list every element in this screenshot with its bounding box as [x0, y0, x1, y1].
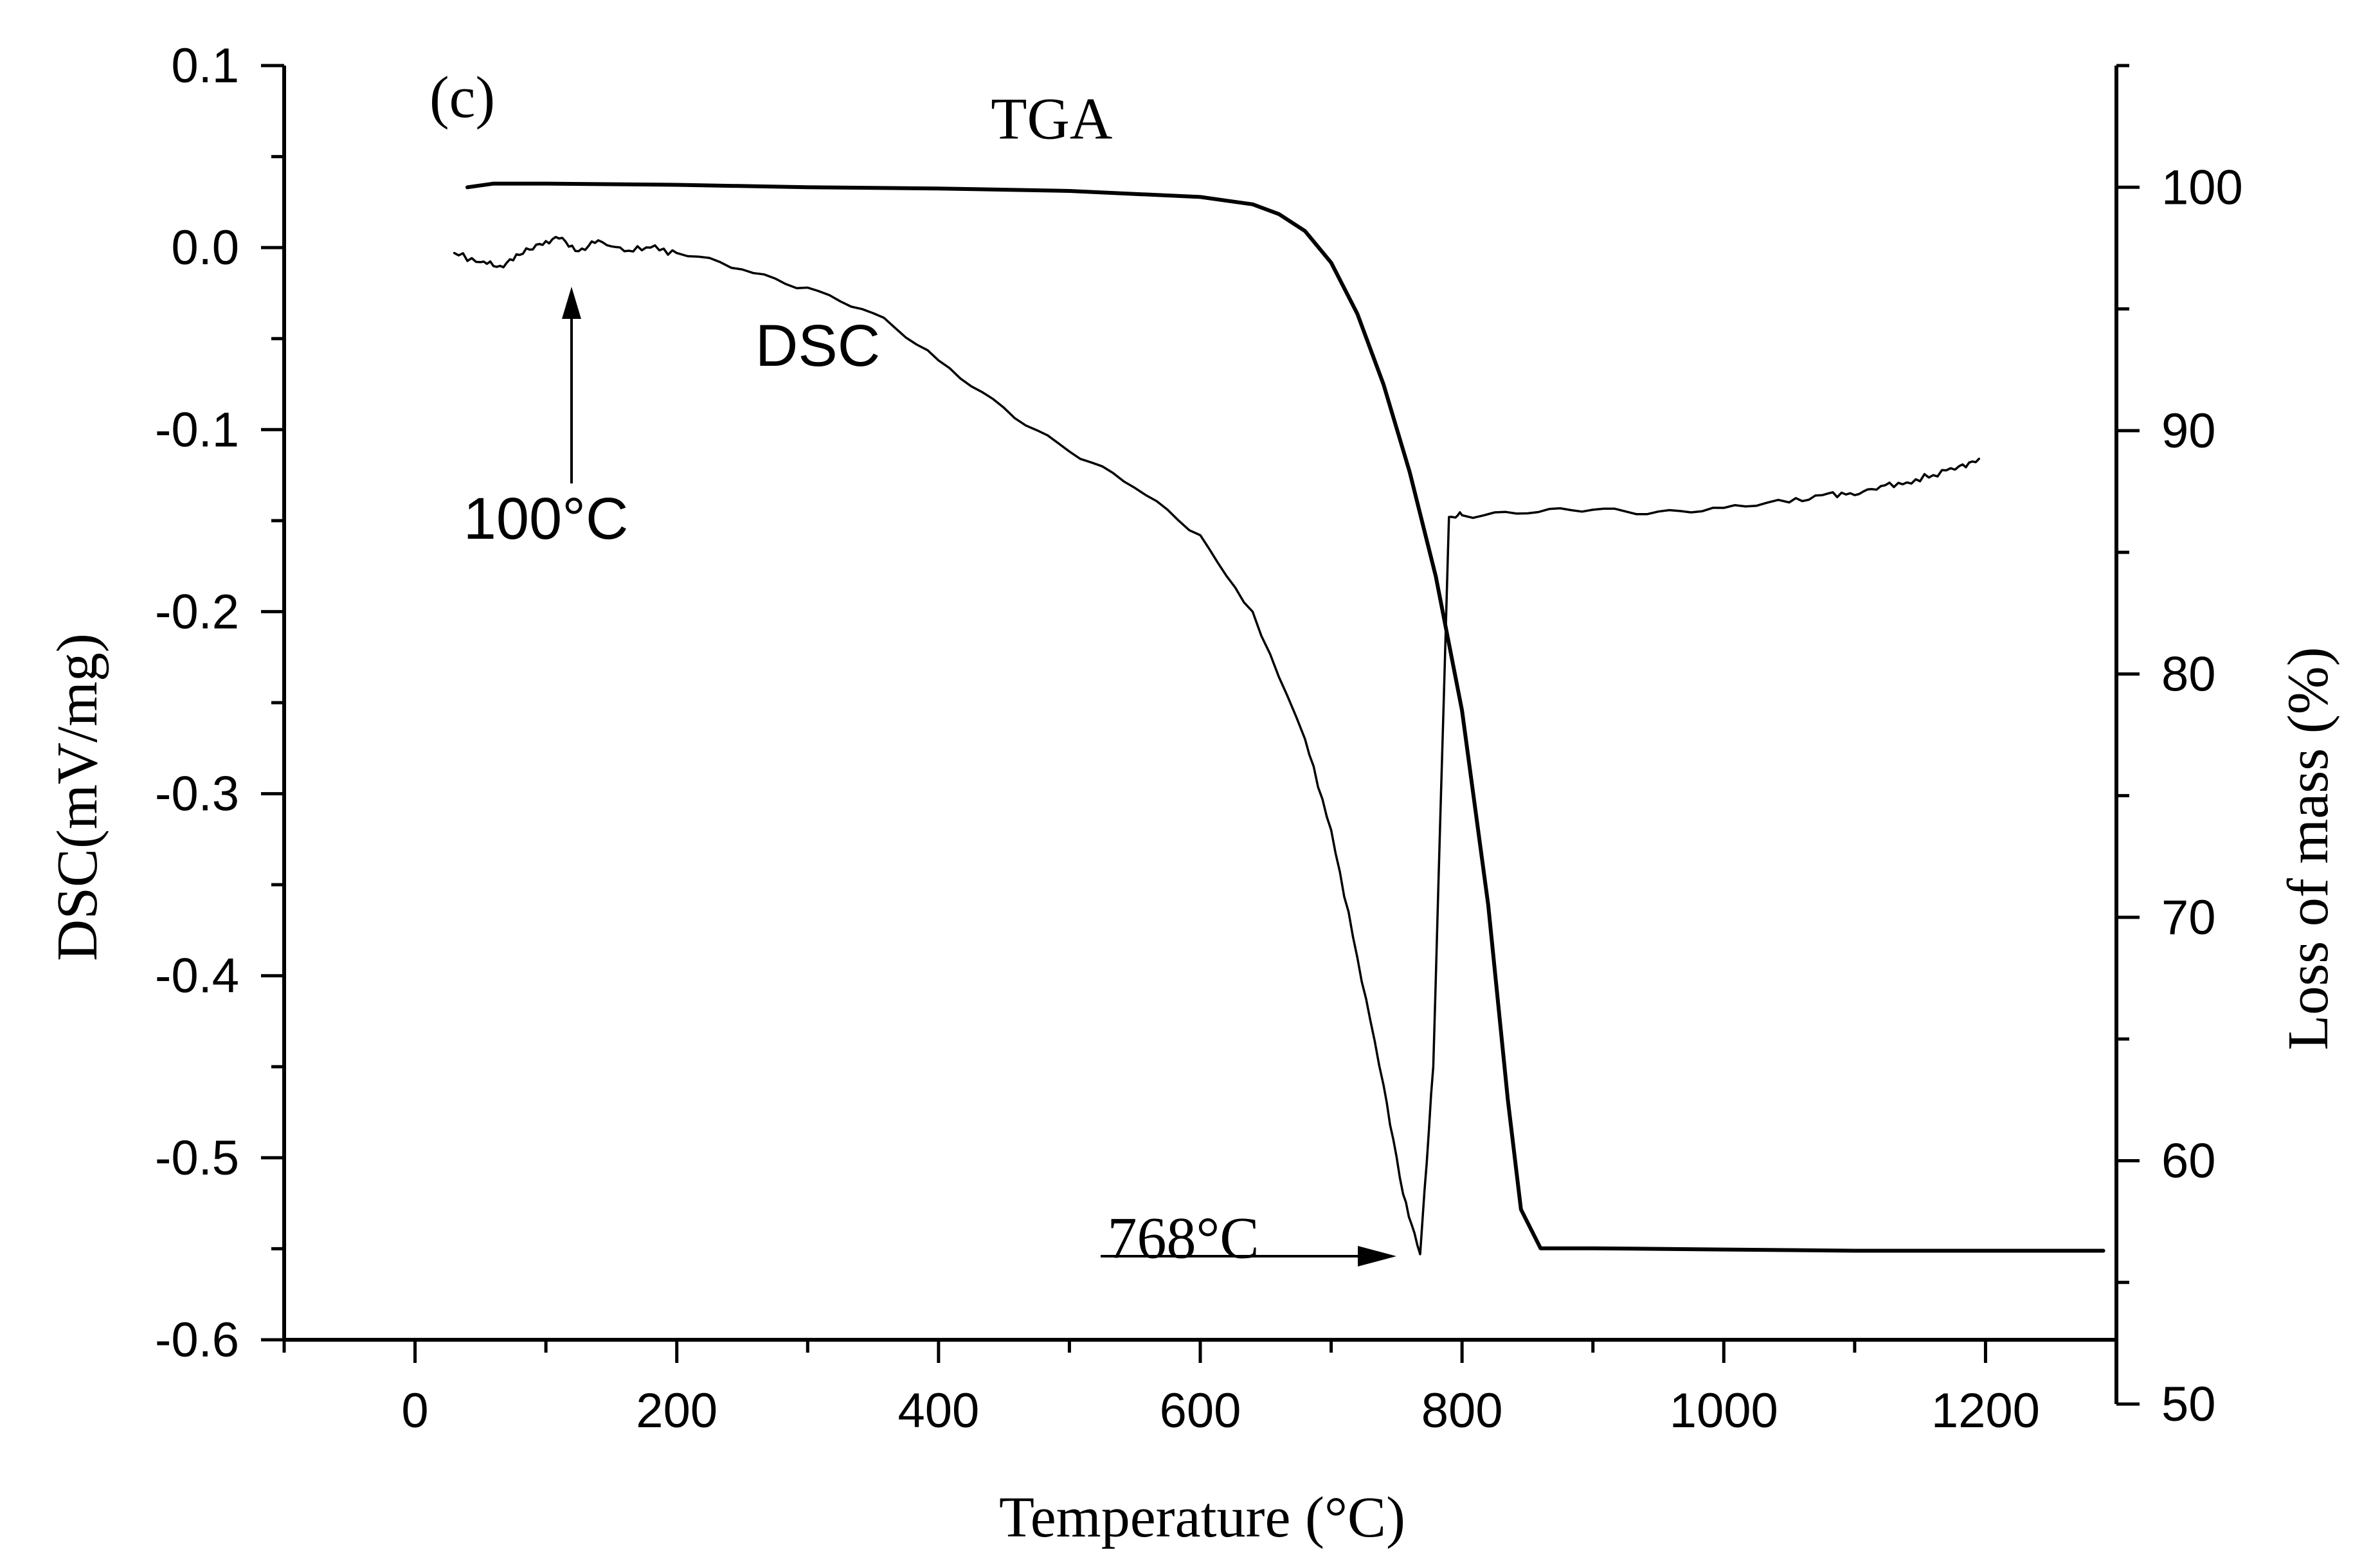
y-right-tick-label: 80	[2161, 647, 2216, 701]
tick-labels: 0 200 400 600 800 1000 1200 0.1 0.0 -0.1 -0.2 -0.3 -…	[155, 39, 2243, 1438]
x-tick-label: 1000	[1670, 1383, 1778, 1438]
y-left-tick-label: -0.3	[155, 767, 239, 822]
y-right-tick-label: 100	[2161, 160, 2243, 215]
x-axis-title: Temperature (°C)	[999, 1486, 1405, 1549]
right-y-axis-title: Loss of mass (%)	[2276, 647, 2340, 1050]
x-tick-label: 200	[636, 1383, 717, 1438]
y-left-tick-label: -0.1	[155, 402, 239, 457]
left-y-axis-title: DSC(mV/mg)	[46, 633, 109, 961]
y-right-tick-label: 90	[2161, 404, 2216, 458]
y-left-tick-label: -0.2	[155, 584, 239, 639]
x-tick-label: 0	[401, 1383, 428, 1438]
x-tick-label: 600	[1160, 1383, 1241, 1438]
dsc-series-line	[453, 235, 1981, 1256]
axis-ticks	[261, 64, 2140, 1406]
panel-label: (c)	[429, 64, 495, 130]
y-right-tick-label: 50	[2161, 1377, 2216, 1432]
arrow-768c-head	[1358, 1246, 1396, 1266]
y-left-tick-label: -0.4	[155, 949, 239, 1004]
x-tick-label: 1200	[1931, 1383, 2040, 1438]
x-tick-label: 800	[1421, 1383, 1503, 1438]
x-tick-label: 400	[897, 1383, 979, 1438]
annotation-100c: 100°C	[464, 486, 629, 552]
y-left-tick-label: -0.5	[155, 1131, 239, 1185]
y-left-tick-label: -0.6	[155, 1313, 239, 1367]
annotation-768c: 768°C	[1107, 1205, 1259, 1271]
annotation-tga: TGA	[991, 86, 1112, 151]
y-right-tick-label: 60	[2161, 1133, 2216, 1188]
y-right-tick-label: 70	[2161, 890, 2216, 945]
y-left-tick-label: 0.0	[171, 221, 239, 275]
tga-series-line	[465, 181, 2105, 1253]
annotation-dsc: DSC	[755, 313, 880, 379]
arrow-100c-head	[562, 287, 581, 319]
y-left-tick-label: 0.1	[171, 39, 239, 93]
